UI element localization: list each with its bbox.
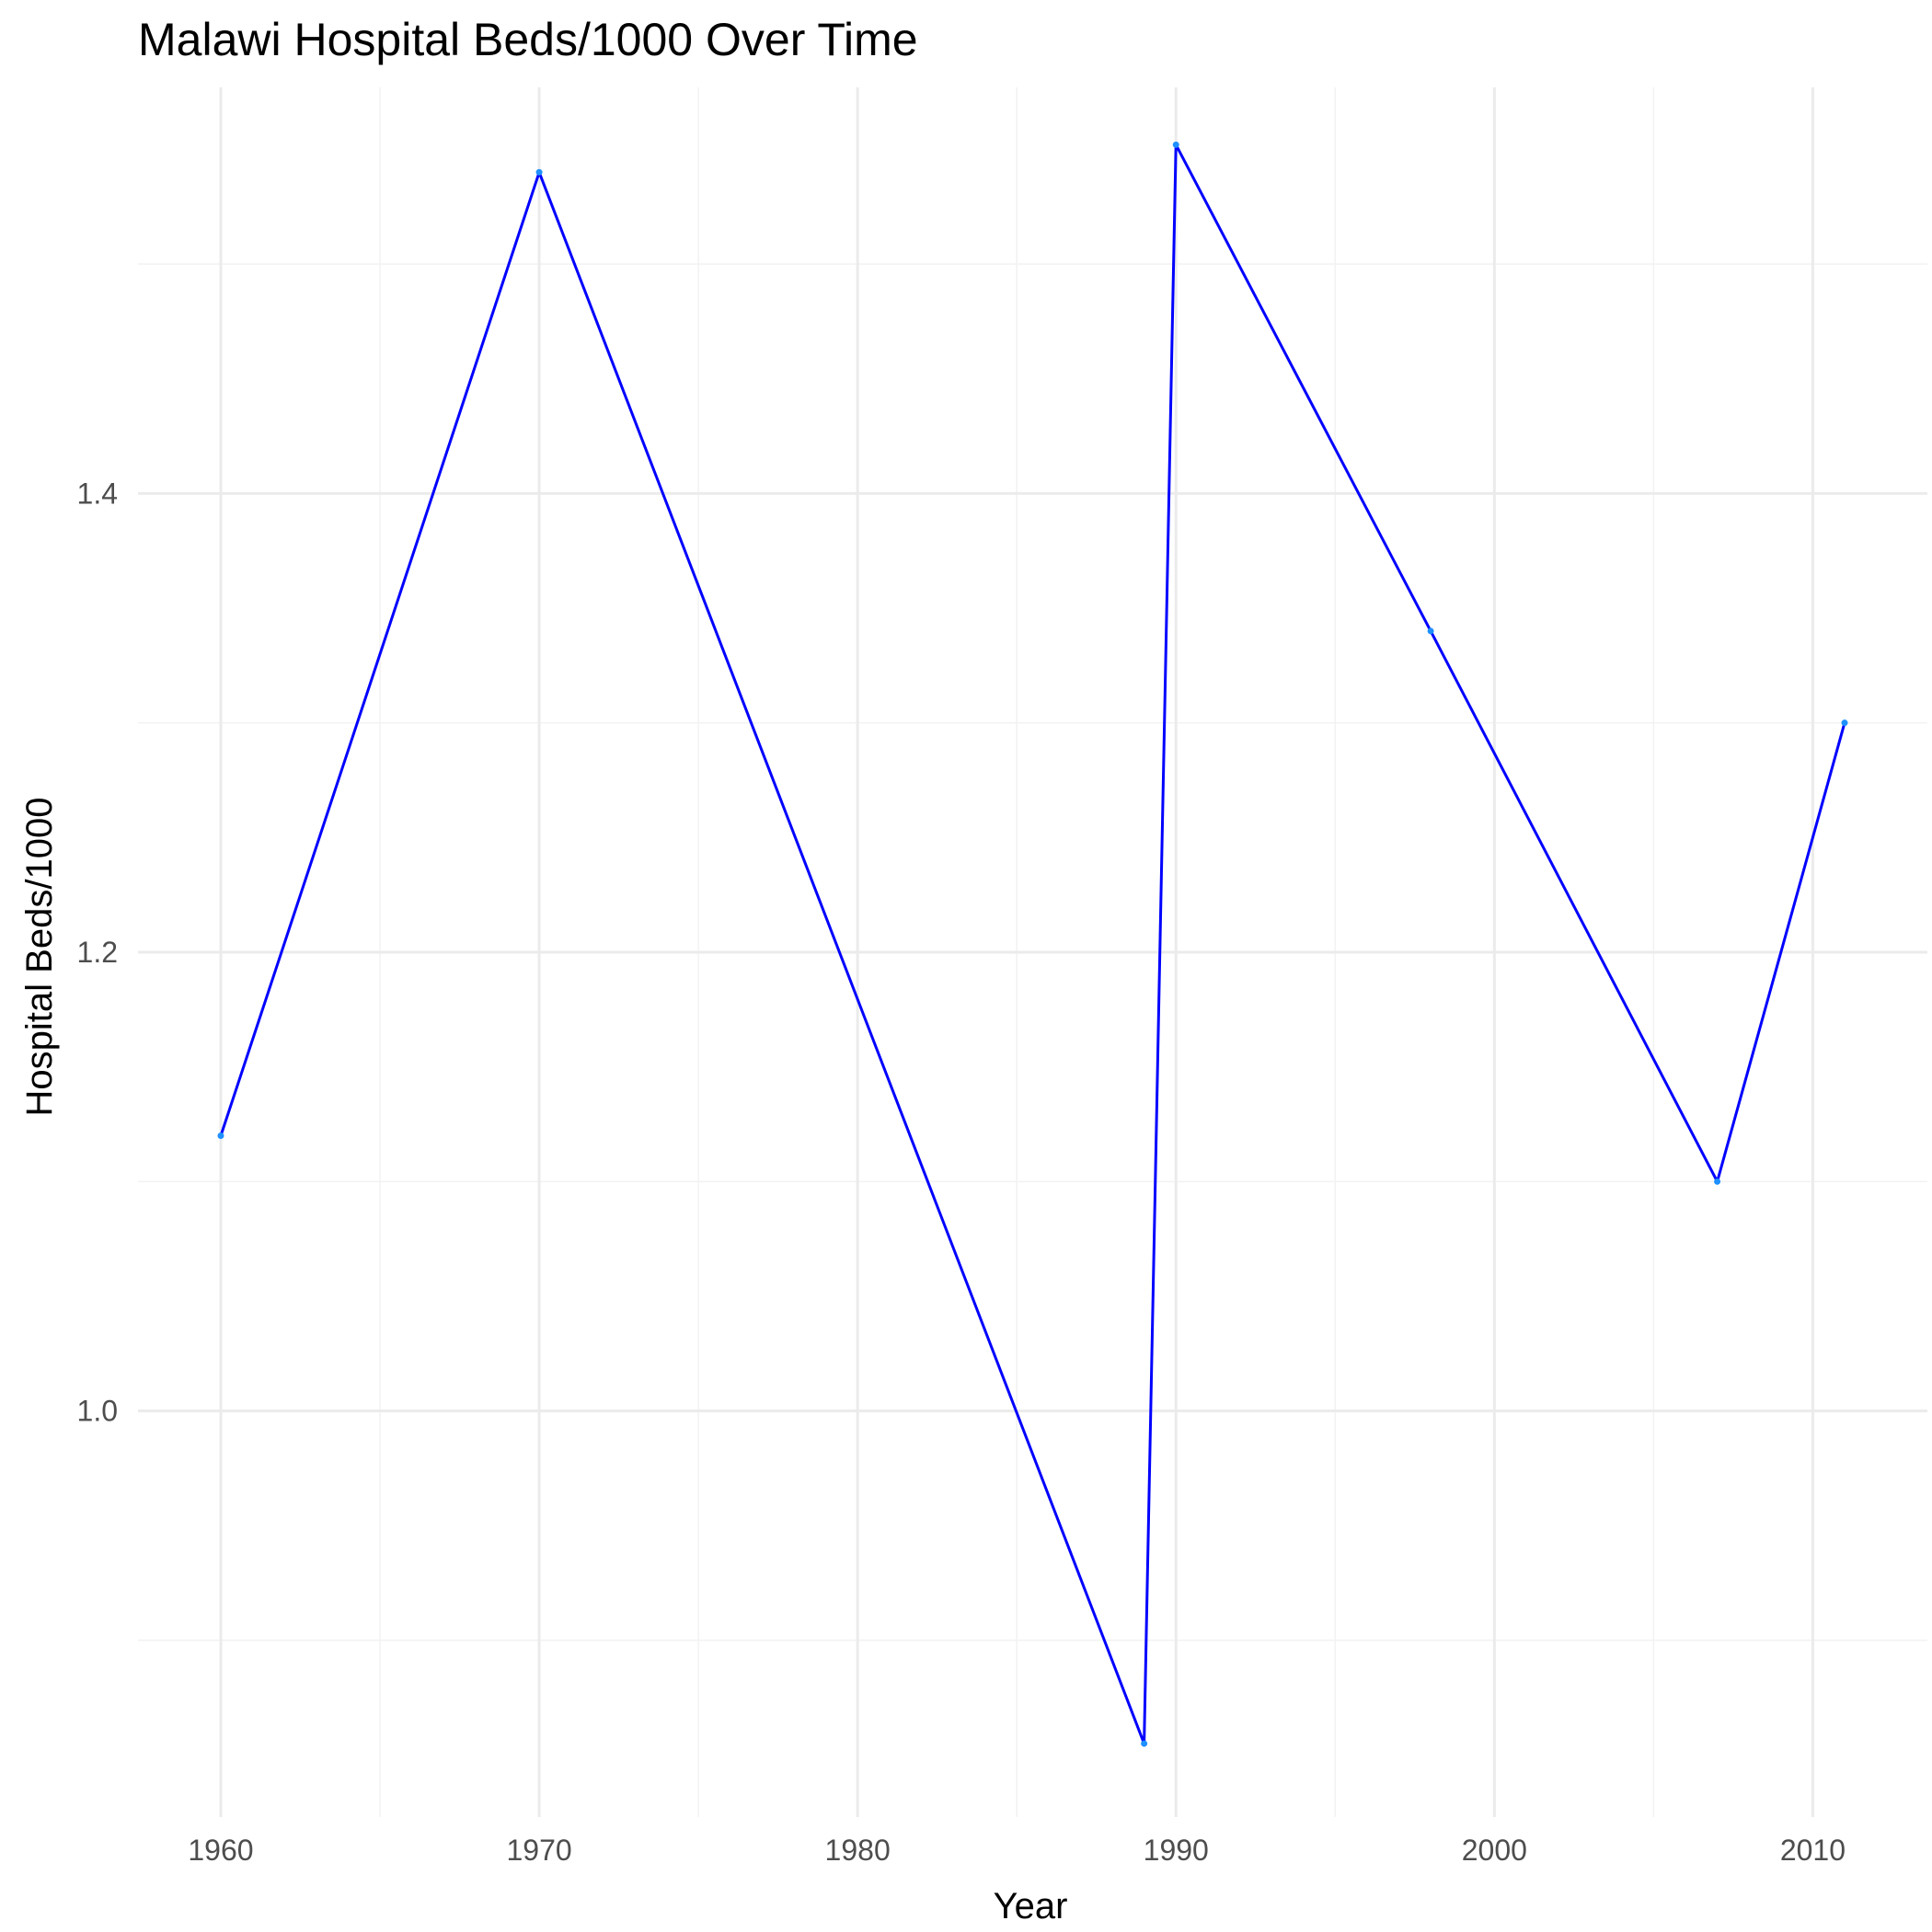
y-tick-label: 1.0: [77, 1395, 118, 1428]
x-axis-title: Year: [994, 1886, 1068, 1926]
data-point: [1841, 719, 1848, 727]
series-layer: [219, 143, 1846, 1745]
y-tick-label: 1.2: [77, 936, 118, 969]
x-tick-label: 2000: [1462, 1834, 1527, 1867]
y-tick-label: 1.4: [77, 477, 118, 510]
data-point: [1172, 141, 1179, 148]
data-point: [1141, 1740, 1148, 1747]
x-tick-label: 2010: [1780, 1834, 1846, 1867]
x-tick-label: 1970: [506, 1834, 571, 1867]
x-tick-label: 1990: [1144, 1834, 1209, 1867]
y-axis-ticks: 1.0 1.2 1.4: [77, 477, 118, 1427]
series-line: [219, 143, 1846, 1745]
x-tick-label: 1960: [188, 1834, 253, 1867]
data-point: [217, 1132, 224, 1139]
data-point: [535, 168, 543, 176]
data-point: [1427, 627, 1434, 635]
x-axis-ticks: 1960 1970 1980 1990 2000 2010: [188, 1834, 1846, 1867]
x-tick-label: 1980: [825, 1834, 891, 1867]
major-gridlines: [138, 87, 1927, 1817]
data-point: [1714, 1178, 1721, 1185]
y-axis-title: Hospital Beds/1000: [19, 798, 60, 1117]
data-points: [217, 141, 1848, 1747]
chart-title: Malawi Hospital Beds/1000 Over Time: [138, 14, 918, 65]
